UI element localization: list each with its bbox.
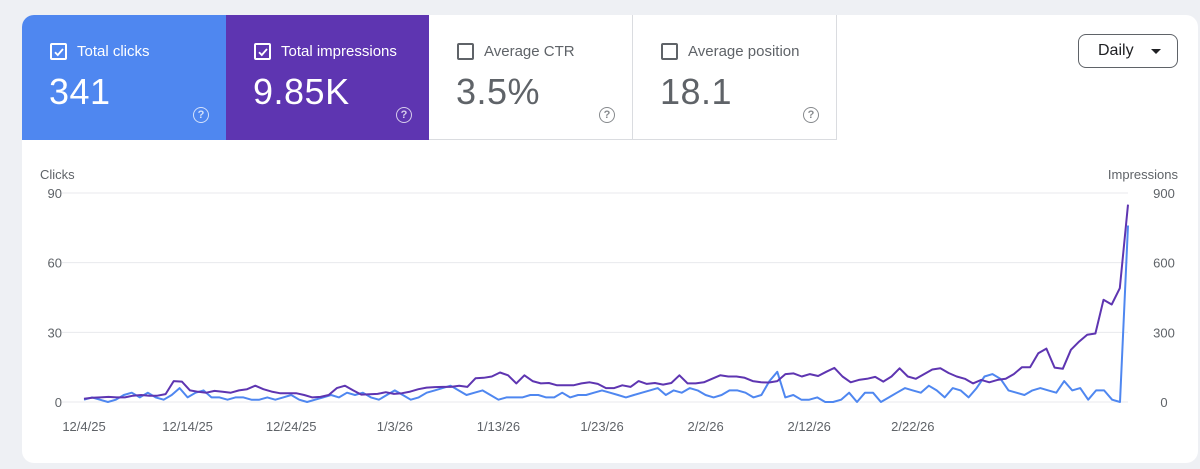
performance-card: Total clicks 341 ? Total impressions 9.8…: [22, 15, 1198, 463]
checkbox-checked-icon[interactable]: [254, 43, 271, 60]
checkbox-checked-icon[interactable]: [50, 43, 67, 60]
average-position-value: 18.1: [660, 71, 733, 112]
left-y-ticks: 0 30 60 90: [48, 186, 62, 410]
right-y-tick-label: 900: [1153, 186, 1175, 201]
performance-chart: Clicks Impressions 0 30 60 90 0 300 600 900 12…: [40, 167, 1179, 434]
left-y-tick-label: 90: [48, 186, 62, 201]
granularity-value: Daily: [1098, 42, 1134, 59]
average-position-tile[interactable]: Average position 18.1 ?: [633, 15, 837, 140]
left-axis-title: Clicks: [40, 167, 75, 182]
total-impressions-label: Total impressions: [281, 43, 397, 60]
average-ctr-header: Average CTR: [457, 43, 575, 60]
right-y-tick-label: 0: [1160, 395, 1167, 410]
average-position-label: Average position: [688, 43, 800, 60]
average-position-header: Average position: [661, 43, 799, 60]
total-clicks-header: Total clicks: [50, 43, 150, 60]
help-icon[interactable]: ?: [599, 107, 615, 123]
total-impressions-header: Total impressions: [254, 43, 397, 60]
x-tick-label: 12/4/25: [62, 419, 105, 434]
left-y-tick-label: 30: [48, 325, 62, 340]
series-line-impressions: [83, 204, 1129, 400]
chart-grid: [62, 192, 1128, 403]
metric-tiles: Total clicks 341 ? Total impressions 9.8…: [22, 15, 837, 140]
x-tick-label: 2/12/26: [788, 419, 831, 434]
left-y-tick-label: 0: [55, 395, 62, 410]
series-lines: [83, 204, 1129, 403]
x-tick-label: 2/2/26: [688, 419, 724, 434]
left-y-tick-label: 60: [48, 256, 62, 271]
x-tick-label: 1/13/26: [477, 419, 520, 434]
total-clicks-label: Total clicks: [77, 43, 150, 60]
total-impressions-tile[interactable]: Total impressions 9.85K ?: [226, 15, 429, 140]
checkbox-unchecked-icon[interactable]: [661, 43, 678, 60]
total-clicks-tile[interactable]: Total clicks 341 ?: [22, 15, 226, 140]
x-tick-label: 1/23/26: [580, 419, 623, 434]
x-tick-label: 2/22/26: [891, 419, 934, 434]
right-axis-title: Impressions: [1108, 167, 1179, 182]
total-clicks-value: 341: [49, 71, 111, 112]
granularity-dropdown[interactable]: Daily: [1078, 34, 1178, 68]
x-tick-label: 1/3/26: [377, 419, 413, 434]
caret-down-icon: [1151, 49, 1161, 54]
x-tick-label: 12/24/25: [266, 419, 317, 434]
help-icon[interactable]: ?: [193, 107, 209, 123]
help-icon[interactable]: ?: [803, 107, 819, 123]
average-ctr-label: Average CTR: [484, 43, 575, 60]
total-impressions-value: 9.85K: [253, 71, 350, 112]
series-line-clicks: [83, 225, 1129, 403]
average-ctr-tile[interactable]: Average CTR 3.5% ?: [429, 15, 633, 140]
checkbox-unchecked-icon[interactable]: [457, 43, 474, 60]
right-y-tick-label: 300: [1153, 325, 1175, 340]
right-y-tick-label: 600: [1153, 256, 1175, 271]
x-ticks: 12/4/25 12/14/25 12/24/25 1/3/26 1/13/26 1/23…: [62, 419, 934, 434]
average-ctr-value: 3.5%: [456, 71, 541, 112]
help-icon[interactable]: ?: [396, 107, 412, 123]
x-tick-label: 12/14/25: [162, 419, 213, 434]
right-y-ticks: 0 300 600 900: [1153, 186, 1175, 410]
